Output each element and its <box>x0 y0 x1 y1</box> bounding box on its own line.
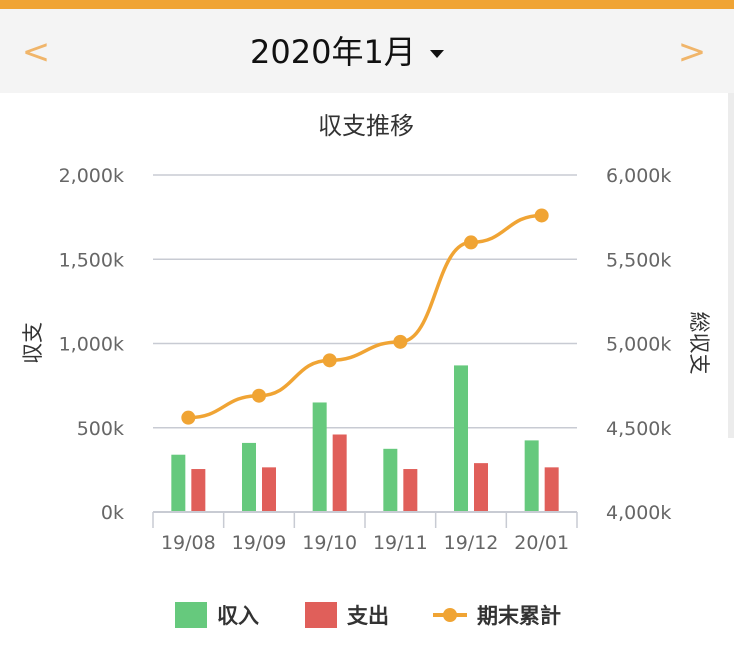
caret-down-icon <box>429 50 444 58</box>
y-right-tick-label: 5,500k <box>606 249 671 271</box>
prev-month-button[interactable]: < <box>16 27 56 77</box>
x-tick-label: 19/08 <box>161 532 216 554</box>
point-cumulative <box>464 235 478 250</box>
income-expense-chart: 収支推移 0k 500k 1,000k 1,500k 2,000k 4,000k 4,500k… <box>21 112 711 628</box>
chart-title: 収支推移 <box>318 112 414 140</box>
y-left-tick-label: 0k <box>101 502 124 524</box>
x-tick-label: 19/09 <box>232 532 287 554</box>
legend-expense-swatch <box>305 602 337 628</box>
month-label: 2020年1月 <box>250 33 416 71</box>
month-header: < 2020年1月 > <box>0 9 734 93</box>
y-right-tick-label: 4,500k <box>606 418 671 440</box>
legend-cumulative-label: 期末累計 <box>477 604 561 628</box>
bar-income <box>171 454 186 512</box>
bar-expense <box>474 463 488 512</box>
point-cumulative <box>534 208 549 223</box>
bar-expense <box>332 434 347 512</box>
next-month-button[interactable]: > <box>672 27 712 77</box>
y-left-tick-label: 1,000k <box>59 334 124 356</box>
y-left-axis-title: 収支 <box>21 322 45 364</box>
bar-income <box>242 442 256 512</box>
y-right-tick-label: 5,000k <box>606 334 671 356</box>
x-tick-label: 19/12 <box>444 532 499 554</box>
bar-income <box>383 448 398 512</box>
line-cumulative <box>188 213 542 420</box>
bar-expense <box>544 467 559 512</box>
y-left-tick-label: 1,500k <box>59 249 124 271</box>
accent-top-bar <box>0 0 734 9</box>
y-left-tick-label: 500k <box>77 418 124 440</box>
legend-income-label: 収入 <box>217 604 259 628</box>
x-tick-label: 20/01 <box>514 532 569 554</box>
bar-expense <box>262 467 276 512</box>
legend-cumulative-marker <box>443 608 457 622</box>
x-tick-label: 19/10 <box>302 532 357 554</box>
y-right-tick-label: 6,000k <box>606 165 671 187</box>
bar-income <box>312 402 327 512</box>
legend-expense-label: 支出 <box>347 604 389 628</box>
y-left-tick-label: 2,000k <box>59 165 124 187</box>
bar-expense <box>191 469 206 512</box>
month-selector[interactable]: 2020年1月 <box>250 27 444 77</box>
bar-income <box>454 365 468 512</box>
bar-expense <box>403 469 418 512</box>
y-right-axis-title: 総収支 <box>687 312 711 375</box>
y-right-tick-label: 4,000k <box>606 502 671 524</box>
chevron-left-icon: < <box>21 32 51 72</box>
scrollbar[interactable] <box>728 93 734 438</box>
bar-income <box>524 440 539 512</box>
x-tick-label: 19/11 <box>373 532 428 554</box>
chevron-right-icon: > <box>677 32 707 72</box>
point-cumulative <box>393 334 408 349</box>
point-cumulative <box>252 388 266 403</box>
point-cumulative <box>181 410 196 425</box>
legend-income-swatch <box>175 602 207 628</box>
point-cumulative <box>322 353 337 368</box>
